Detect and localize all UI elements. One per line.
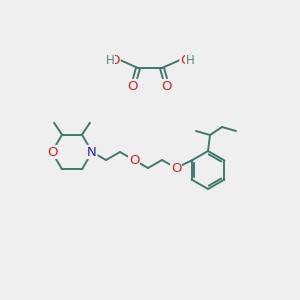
Text: N: N bbox=[87, 146, 97, 158]
Text: O: O bbox=[128, 80, 138, 92]
Text: H: H bbox=[186, 53, 194, 67]
Text: O: O bbox=[47, 146, 57, 158]
Text: O: O bbox=[110, 53, 120, 67]
Text: O: O bbox=[171, 161, 181, 175]
Text: O: O bbox=[129, 154, 139, 166]
Text: O: O bbox=[162, 80, 172, 92]
Text: O: O bbox=[180, 53, 190, 67]
Text: H: H bbox=[106, 53, 114, 67]
